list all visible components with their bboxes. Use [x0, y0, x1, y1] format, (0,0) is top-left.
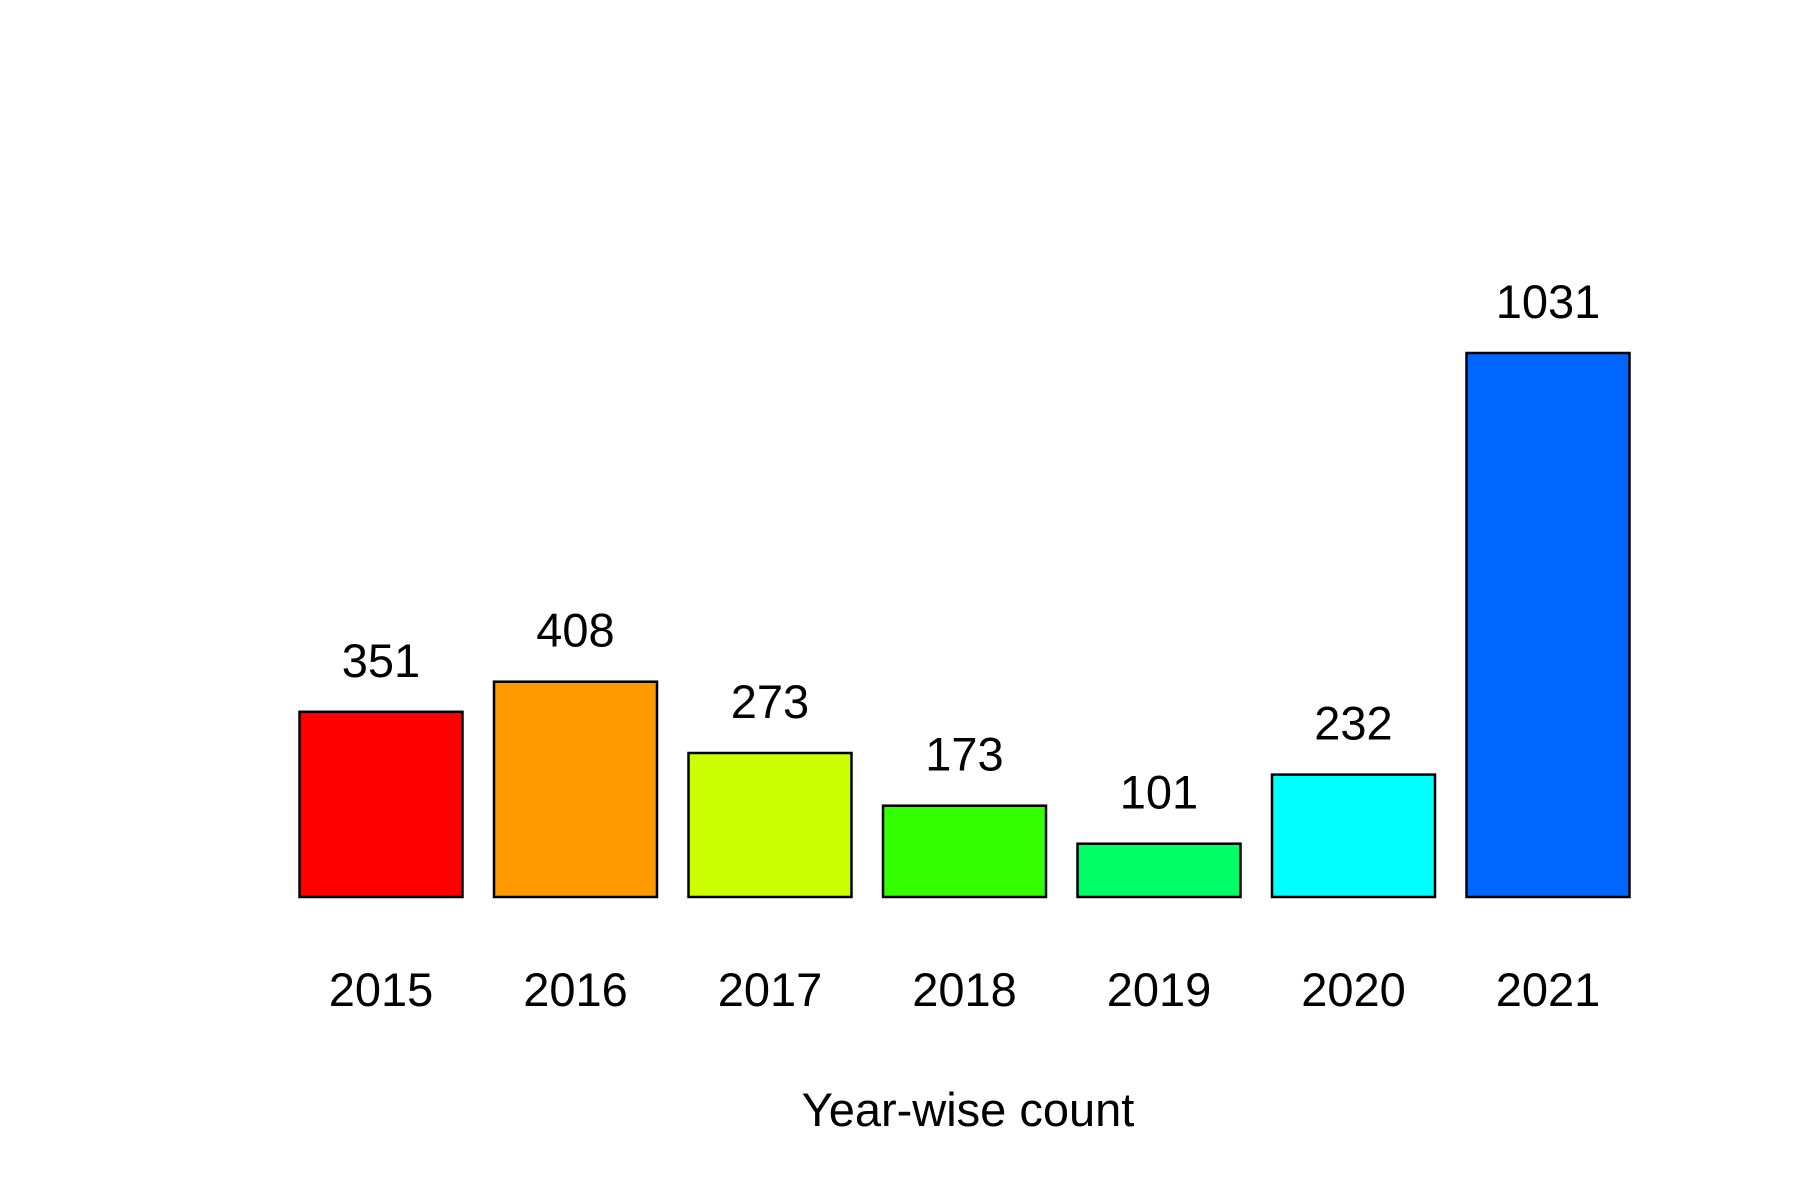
value-label-2016: 408	[536, 604, 614, 657]
bar-2019	[1076, 842, 1242, 899]
value-label-2015: 351	[342, 634, 420, 687]
value-label-2021: 1031	[1496, 275, 1601, 328]
category-label-2020: 2020	[1301, 963, 1406, 1016]
x-axis-title: Year-wise count	[802, 1083, 1135, 1136]
category-label-2018: 2018	[912, 963, 1017, 1016]
category-label-2017: 2017	[718, 963, 823, 1016]
value-label-2017: 273	[731, 675, 809, 728]
bar-2015	[298, 710, 464, 899]
bar-2018	[881, 804, 1048, 899]
value-label-2018: 173	[925, 728, 1003, 781]
category-label-2019: 2019	[1107, 963, 1212, 1016]
value-label-2019: 101	[1120, 766, 1198, 819]
bar-2016	[492, 680, 659, 899]
value-labels-layer: 351 408 273 173 101 232 1031	[342, 275, 1600, 819]
category-label-2015: 2015	[329, 963, 434, 1016]
bar-2020	[1270, 773, 1437, 899]
bar-2021	[1465, 351, 1631, 899]
bars-layer	[298, 351, 1631, 899]
category-labels-layer: 2015 2016 2017 2018 2019 2020 2021	[329, 963, 1601, 1016]
category-label-2021: 2021	[1496, 963, 1601, 1016]
category-label-2016: 2016	[523, 963, 628, 1016]
bar-2017	[687, 751, 853, 899]
value-label-2020: 232	[1314, 697, 1392, 750]
